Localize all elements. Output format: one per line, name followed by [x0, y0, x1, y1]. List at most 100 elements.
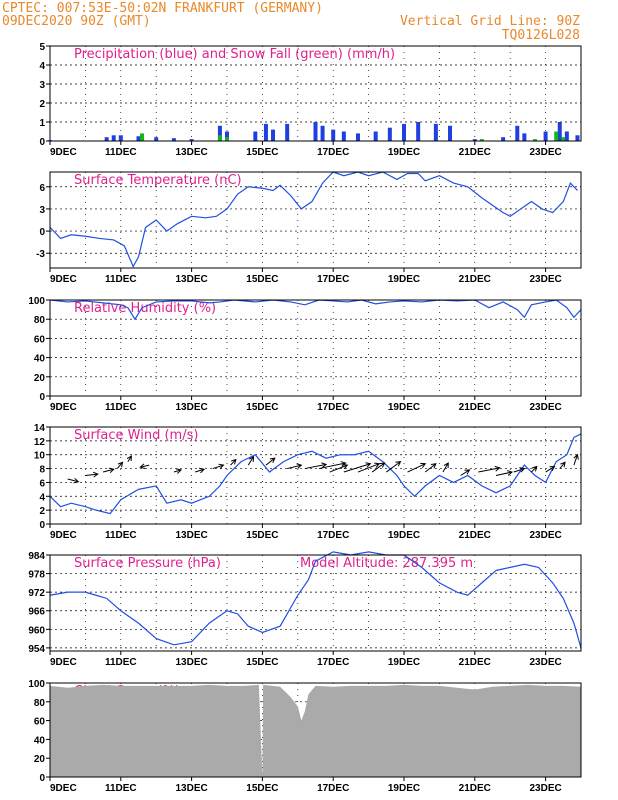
- wind-arrow: [386, 461, 402, 473]
- panel-3: Relative Humidity (%) 0 20 40 60 80 100 9DEC 11D…: [28, 296, 582, 413]
- wind-arrow: [513, 467, 526, 473]
- wind-arrow-head: [175, 468, 182, 474]
- y-tick-label: 12: [34, 437, 46, 448]
- y-tick-label: 954: [28, 644, 45, 655]
- panel-title: Relative Humidity (%): [74, 301, 216, 316]
- y-tick-label: 0: [39, 392, 45, 403]
- x-tick-label: 21DEC: [459, 402, 491, 413]
- x-tick-label: 11DEC: [105, 147, 137, 158]
- panel-frame: [49, 171, 582, 269]
- x-tick-label: 17DEC: [317, 530, 349, 541]
- y-tick-label: 10: [34, 451, 46, 462]
- panel-title: Surface Temperature (nC): [74, 173, 242, 188]
- wind-arrow-shaft: [442, 462, 449, 473]
- precip-bar: [416, 122, 421, 141]
- y-tick-label: 3: [39, 205, 45, 216]
- x-tick-label: 13DEC: [175, 147, 207, 158]
- wind-arrow: [573, 453, 579, 466]
- precip-bar: [515, 125, 520, 141]
- x-tick-label: 11DEC: [105, 402, 137, 413]
- series-line-1: [49, 171, 578, 268]
- x-tick-label: 13DEC: [175, 274, 207, 285]
- x-tick-label: 17DEC: [317, 402, 349, 413]
- y-tick-label: 60: [34, 334, 46, 345]
- precip-bar: [557, 122, 562, 141]
- x-tick-label: 17DEC: [317, 274, 349, 285]
- wind-arrow: [531, 465, 538, 473]
- wind-arrow-shaft: [265, 457, 276, 466]
- wind-arrow-head: [443, 462, 449, 469]
- x-tick-label: 19DEC: [388, 530, 420, 541]
- x-tick-label: 19DEC: [388, 147, 420, 158]
- y-tick-label: 3: [39, 80, 45, 91]
- wind-arrow: [329, 463, 349, 473]
- precip-bar: [285, 123, 290, 141]
- wind-arrow: [559, 461, 566, 469]
- wind-arrow-head: [108, 467, 115, 474]
- wind-arrow: [318, 461, 347, 470]
- wind-arrow-shaft: [573, 454, 578, 466]
- precip-bar: [373, 131, 378, 141]
- y-tick-label: 60: [34, 717, 46, 728]
- wind-arrow: [304, 462, 328, 470]
- wind-arrow-head: [430, 463, 437, 469]
- wind-arrow-shaft: [407, 463, 426, 473]
- x-tick-label: 19DEC: [388, 657, 420, 668]
- x-tick-label: 15DEC: [246, 657, 278, 668]
- x-tick-label: 23DEC: [529, 402, 561, 413]
- wind-arrow-head: [519, 467, 526, 473]
- x-tick-label: 19DEC: [388, 783, 420, 794]
- y-tick-label: 4: [39, 492, 45, 503]
- header-grid-note: Vertical Grid Line: 90Z: [400, 14, 580, 29]
- wind-arrow-shaft: [230, 459, 237, 466]
- precip-bar: [575, 135, 580, 141]
- wind-arrow: [371, 462, 386, 473]
- wind-arrow-head: [269, 457, 276, 463]
- x-tick-label: 17DEC: [317, 783, 349, 794]
- panel-4: Surface Wind (m/s) 0 2 4 6 8 10 12 14 9DEC 11DEC 13…: [34, 423, 582, 541]
- wind-arrow-shaft: [357, 463, 380, 473]
- wind-arrow: [67, 477, 80, 484]
- panel-title: Surface Wind (m/s): [74, 428, 198, 443]
- precip-bar: [217, 125, 222, 141]
- y-tick-label: 8: [39, 465, 45, 476]
- wind-arrow: [478, 465, 501, 473]
- precip-bar: [253, 131, 258, 141]
- wind-arrow-head: [464, 469, 471, 475]
- y-tick-label: 4: [39, 61, 45, 72]
- y-tick-label: 80: [34, 698, 46, 709]
- precip-bar: [564, 131, 569, 141]
- wind-arrow-shaft: [531, 466, 538, 473]
- wind-arrow: [173, 468, 182, 474]
- y-tick-label: 80: [34, 315, 46, 326]
- precip-bar: [472, 139, 477, 141]
- y-tick-label: 972: [28, 588, 45, 599]
- wind-arrow: [212, 463, 225, 470]
- series-line-1: [49, 551, 582, 649]
- y-tick-label: 966: [28, 607, 45, 618]
- panel-frame: [49, 682, 582, 778]
- wind-arrow-shaft: [173, 469, 182, 473]
- precip-bar: [271, 129, 276, 141]
- wind-arrow-shaft: [212, 464, 224, 470]
- wind-arrow-shaft: [371, 462, 385, 473]
- wind-arrow-shaft: [140, 464, 150, 468]
- wind-arrow-head: [248, 455, 255, 462]
- x-tick-label: 9DEC: [50, 147, 77, 158]
- x-tick-label: 23DEC: [529, 530, 561, 541]
- wind-arrow-head: [549, 465, 556, 472]
- x-tick-label: 9DEC: [50, 274, 77, 285]
- precip-bar: [171, 138, 176, 141]
- wind-arrow-head: [573, 453, 579, 460]
- precip-bar: [331, 129, 336, 141]
- wind-arrow-shaft: [386, 461, 401, 473]
- precip-bar: [189, 139, 194, 141]
- wind-arrow: [495, 470, 513, 476]
- wind-arrow-shaft: [102, 468, 114, 473]
- x-tick-label: 19DEC: [388, 274, 420, 285]
- precip-bar: [225, 137, 229, 141]
- x-tick-label: 15DEC: [246, 783, 278, 794]
- precip-bar: [217, 135, 222, 141]
- x-tick-label: 21DEC: [459, 147, 491, 158]
